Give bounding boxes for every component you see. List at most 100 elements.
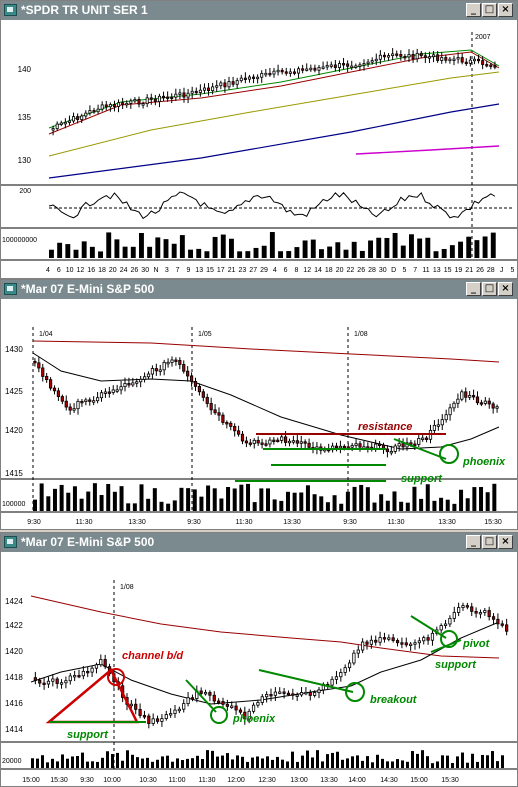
volume-bar [216, 756, 219, 768]
volume-bar [439, 497, 444, 511]
date-label: 21 [465, 267, 473, 274]
volume-bar [436, 761, 439, 768]
candle-body [52, 387, 57, 392]
date-label: 30 [379, 267, 387, 274]
chart-app-icon[interactable] [4, 4, 17, 16]
candle-body [361, 641, 365, 651]
volume-bar [449, 245, 455, 258]
candle-body [247, 76, 251, 80]
daily-chart-window: *SPDR TR UNIT SER 1 _ □ × Daily(Left)SPY… [0, 0, 518, 279]
candle-body [305, 68, 309, 71]
price-tick-label: 1418 [5, 673, 23, 682]
candle-body [377, 443, 382, 446]
volume-bar [46, 496, 51, 511]
candle-body [238, 709, 243, 713]
candle-body [369, 639, 373, 645]
intraday-5min-titlebar[interactable]: *Mar 07 E-Mini S&P 500 _ □ × [1, 533, 517, 552]
intraday-15min-canvas[interactable]: 1/04 1/05 1/08 1430 1425 1420 1415 100000 resist… [1, 299, 517, 529]
time-label: 12:30 [258, 777, 276, 784]
candle-body [478, 612, 483, 615]
volume-bar [192, 489, 197, 511]
date-label: 6 [284, 267, 288, 274]
candle-body [150, 368, 155, 375]
candle-body [477, 58, 481, 62]
candle-body [160, 718, 164, 722]
date-label: 9 [186, 267, 190, 274]
candle-body [452, 58, 456, 61]
volume-bar [159, 501, 164, 511]
date-label: 19 [455, 267, 463, 274]
minimize-button[interactable]: _ [466, 282, 481, 296]
candle-body [487, 610, 491, 618]
volume-bar [352, 486, 357, 511]
support-annotation: support [435, 659, 477, 671]
volume-bar [359, 250, 365, 258]
volume-bar [96, 761, 99, 768]
candle-body [276, 69, 280, 73]
volume-bar [201, 759, 204, 768]
candle-body [440, 57, 444, 61]
candle-body [493, 64, 497, 68]
maximize-button[interactable]: □ [482, 3, 497, 17]
time-label: 12:00 [227, 777, 245, 784]
candle-body [264, 443, 268, 446]
session-label: 1/08 [354, 331, 368, 338]
candle-body [321, 66, 325, 69]
candle-body [153, 98, 157, 102]
candle-body [329, 64, 333, 67]
minimize-button[interactable]: _ [466, 535, 481, 549]
maximize-button[interactable]: □ [482, 535, 497, 549]
candle-body [385, 448, 390, 452]
intraday-5min-canvas[interactable]: 1/08 1424 1422 1420 1418 1416 1414 20000 channel… [1, 552, 517, 786]
trend-line [410, 615, 447, 639]
candle-body [92, 110, 96, 113]
candle-body [260, 73, 264, 78]
candle-body [217, 700, 221, 703]
candle-body [190, 90, 194, 94]
volume-bar [261, 758, 264, 768]
intraday-15min-titlebar[interactable]: *Mar 07 E-Mini S&P 500 _ □ × [1, 280, 517, 299]
candle-body [468, 395, 472, 398]
volume-bar [371, 762, 374, 768]
time-label: 9:30 [187, 519, 201, 526]
volume-bar [226, 487, 231, 511]
time-label: 15:30 [484, 519, 502, 526]
candle-body [203, 692, 208, 695]
chart-app-icon[interactable] [4, 283, 17, 295]
candle-body [59, 682, 64, 685]
volume-bar [204, 251, 210, 258]
price-tick-label: 1415 [5, 469, 23, 478]
maximize-button[interactable]: □ [482, 282, 497, 296]
candle-body [72, 408, 76, 411]
volume-bar [79, 498, 84, 511]
close-button[interactable]: × [498, 282, 513, 296]
chart-app-icon[interactable] [4, 536, 17, 548]
volume-bar [336, 751, 339, 768]
candle-body [80, 400, 84, 404]
close-button[interactable]: × [498, 3, 513, 17]
candle-body [366, 61, 370, 64]
volume-bar [316, 750, 319, 768]
candle-body [337, 63, 341, 68]
candle-body [86, 670, 90, 674]
time-label: 11:00 [169, 777, 186, 784]
daily-window-titlebar[interactable]: *SPDR TR UNIT SER 1 _ □ × [1, 1, 517, 20]
time-label: 14:30 [380, 777, 398, 784]
date-label: 26 [131, 267, 139, 274]
date-label: 12 [303, 267, 311, 274]
minimize-button[interactable]: _ [466, 3, 481, 17]
volume-bar [411, 751, 414, 768]
intraday-15min-window: *Mar 07 E-Mini S&P 500 _ □ × Intraday(Le… [0, 279, 518, 530]
candle-body [146, 373, 151, 378]
candle-body [247, 710, 251, 720]
candle-body [189, 375, 194, 382]
volume-bar [425, 237, 431, 258]
candle-body [352, 652, 356, 664]
time-label: 10:30 [139, 777, 157, 784]
close-button[interactable]: × [498, 535, 513, 549]
volume-bar [126, 503, 131, 511]
price-tick-label: 1422 [5, 621, 23, 630]
time-label: 11:30 [199, 777, 216, 784]
volume-bar [368, 240, 373, 258]
